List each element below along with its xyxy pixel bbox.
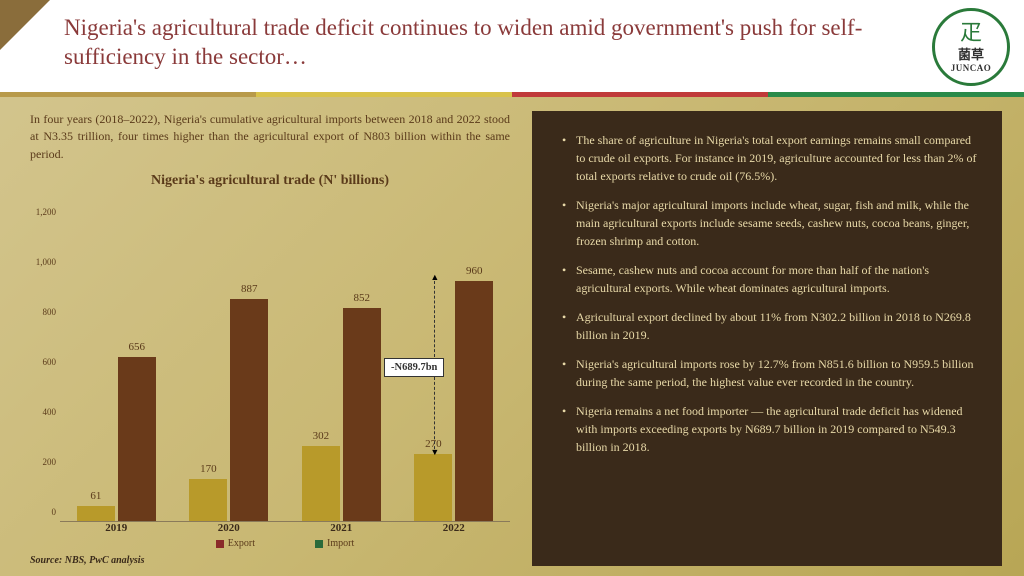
chart-area: 02004006008001,0001,200 -N689.7bn 616561… [30, 195, 510, 522]
page-title: Nigeria's agricultural trade deficit con… [64, 14, 884, 72]
bar: 656 [118, 357, 156, 521]
left-column: In four years (2018–2022), Nigeria's cum… [30, 111, 510, 566]
bullet-item: Agricultural export declined by about 11… [562, 308, 980, 344]
logo-grass-icon: ⽦ [960, 22, 982, 44]
annotation-arrow [434, 281, 435, 357]
bar-value-label: 170 [200, 463, 217, 475]
bar: 852 [343, 308, 381, 521]
arrow-head-icon: ▲ [430, 272, 439, 282]
x-axis-labels: 2019202020212022 [60, 522, 510, 534]
legend-import-marker [315, 540, 323, 548]
bullet-list: The share of agriculture in Nigeria's to… [562, 131, 980, 456]
bar-value-label: 960 [466, 265, 483, 277]
bar-group: 270960 [414, 281, 493, 521]
y-tick: 800 [43, 307, 57, 317]
x-label: 2019 [60, 522, 173, 534]
y-tick: 0 [52, 507, 57, 517]
bar: 270 [414, 454, 452, 522]
bullet-item: Nigeria remains a net food importer — th… [562, 402, 980, 456]
y-tick: 200 [43, 457, 57, 467]
chart-plot: -N689.7bn 61656170887302852270960▲▼ [60, 195, 510, 522]
bar-group: 302852 [302, 308, 381, 521]
bar: 887 [230, 299, 268, 521]
x-label: 2022 [398, 522, 511, 534]
bar: 960 [455, 281, 493, 521]
intro-text: In four years (2018–2022), Nigeria's cum… [30, 111, 510, 163]
logo: ⽦ 菌草 JUNCAO [932, 8, 1010, 86]
arrow-head-icon: ▼ [430, 447, 439, 457]
bar: 61 [77, 506, 115, 521]
color-strip [0, 92, 1024, 97]
bar-value-label: 302 [313, 430, 330, 442]
bullet-item: Nigeria's major agricultural imports inc… [562, 196, 980, 250]
legend-export-marker [216, 540, 224, 548]
logo-text: JUNCAO [951, 63, 992, 73]
bullet-item: Sesame, cashew nuts and cocoa account fo… [562, 261, 980, 297]
legend-import: Import [315, 538, 354, 549]
content: In four years (2018–2022), Nigeria's cum… [0, 97, 1024, 576]
chart-legend: Export Import [60, 534, 510, 553]
y-tick: 1,200 [36, 207, 56, 217]
right-panel: The share of agriculture in Nigeria's to… [532, 111, 1002, 566]
bar-value-label: 61 [90, 490, 101, 502]
bar-group: 61656 [77, 357, 156, 521]
legend-import-label: Import [327, 538, 354, 549]
header: Nigeria's agricultural trade deficit con… [0, 0, 1024, 92]
bar: 170 [189, 479, 227, 522]
logo-chars: 菌草 [958, 44, 984, 63]
legend-export-label: Export [228, 538, 255, 549]
bullet-item: Nigeria's agricultural imports rose by 1… [562, 355, 980, 391]
bullet-item: The share of agriculture in Nigeria's to… [562, 131, 980, 185]
chart-title: Nigeria's agricultural trade (N' billion… [30, 173, 510, 189]
bar-value-label: 656 [128, 341, 145, 353]
x-label: 2020 [173, 522, 286, 534]
y-axis: 0 200 400 600 800 1,000 1,200 [30, 195, 60, 522]
y-tick: 1,000 [36, 257, 56, 267]
x-label: 2021 [285, 522, 398, 534]
y-tick: 400 [43, 407, 57, 417]
legend-export: Export [216, 538, 255, 549]
bar-value-label: 887 [241, 283, 258, 295]
chart-source: Source: NBS, PwC analysis [30, 555, 510, 566]
bar-value-label: 852 [353, 292, 370, 304]
annotation-arrow [434, 377, 435, 453]
bar: 302 [302, 446, 340, 522]
bar-group: 170887 [189, 299, 268, 521]
header-accent-triangle [0, 0, 50, 50]
y-tick: 600 [43, 357, 57, 367]
